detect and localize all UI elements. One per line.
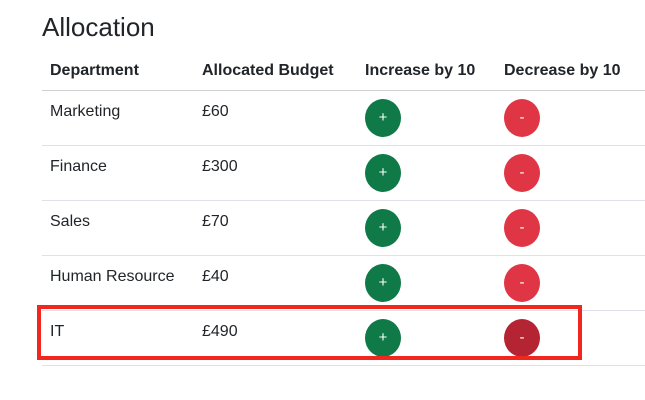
allocated-budget: £490 (202, 323, 238, 340)
table-row-sales: Sales £70 + - (42, 201, 645, 256)
decrease-button-it[interactable]: - (504, 319, 540, 357)
header-allocated-budget: Allocated Budget (202, 62, 334, 79)
table-row-marketing: Marketing £60 + - (42, 91, 645, 146)
table-header-row: Department Allocated Budget Increase by … (42, 54, 645, 91)
allocated-budget: £40 (202, 268, 229, 285)
department-name: Human Resource (50, 268, 175, 285)
allocated-budget: £70 (202, 213, 229, 230)
increase-button-sales[interactable]: + (365, 209, 401, 247)
table-row-it: IT £490 + - (42, 311, 645, 366)
allocated-budget: £60 (202, 103, 229, 120)
decrease-button-marketing[interactable]: - (504, 99, 540, 137)
increase-button-marketing[interactable]: + (365, 99, 401, 137)
allocated-budget: £300 (202, 158, 238, 175)
decrease-button-finance[interactable]: - (504, 154, 540, 192)
department-name: IT (50, 323, 65, 340)
decrease-button-human-resource[interactable]: - (504, 264, 540, 302)
page-title: Allocation (42, 12, 155, 42)
header-decrease-by-10: Decrease by 10 (504, 62, 621, 79)
department-name: Sales (50, 213, 91, 230)
table-row-human-resource: Human Resource £40 + - (42, 256, 645, 311)
table-row-finance: Finance £300 + - (42, 146, 645, 201)
allocation-table: Department Allocated Budget Increase by … (42, 54, 645, 366)
header-increase-by-10: Increase by 10 (365, 62, 476, 79)
decrease-button-sales[interactable]: - (504, 209, 540, 247)
increase-button-finance[interactable]: + (365, 154, 401, 192)
department-name: Finance (50, 158, 107, 175)
header-department: Department (50, 62, 139, 79)
increase-button-human-resource[interactable]: + (365, 264, 401, 302)
department-name: Marketing (50, 103, 121, 120)
increase-button-it[interactable]: + (365, 319, 401, 357)
